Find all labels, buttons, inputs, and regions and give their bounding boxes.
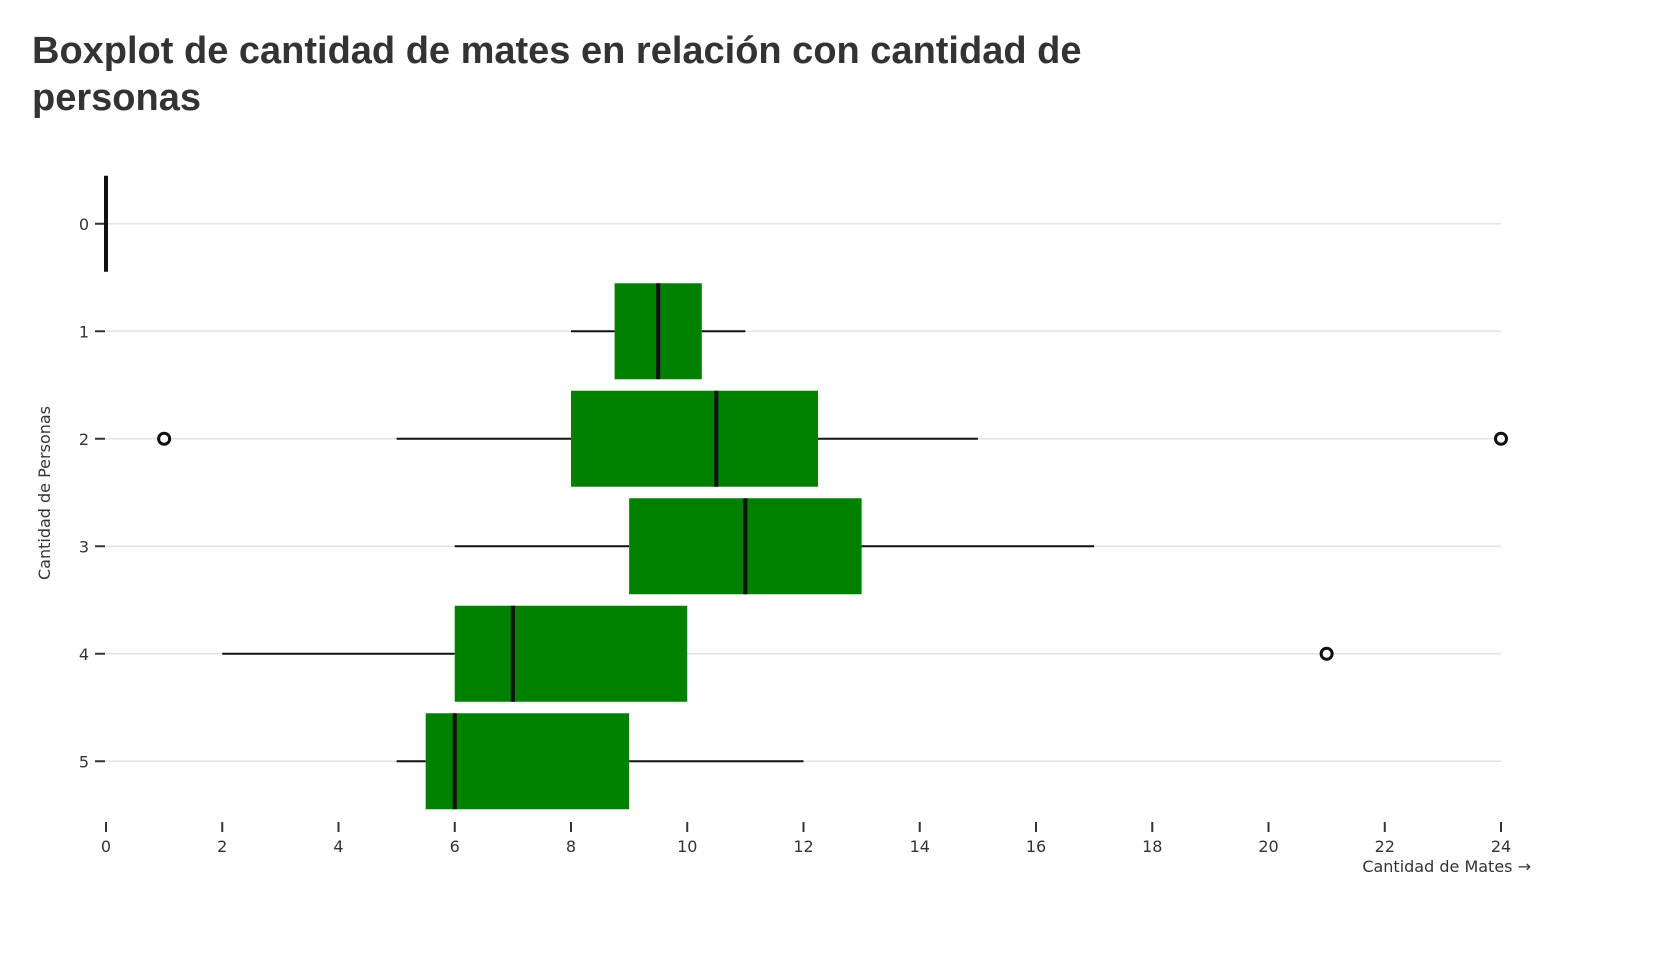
y-tick-label: 2	[79, 430, 89, 449]
x-tick-label: 12	[793, 837, 813, 856]
outlier-point	[1494, 431, 1508, 446]
x-tick-label: 10	[677, 837, 697, 856]
y-tick-label: 3	[79, 537, 89, 556]
x-tick-label: 18	[1142, 837, 1162, 856]
x-tick-label: 20	[1258, 837, 1278, 856]
y-axis: 0 1 2 3 4 5	[79, 215, 105, 771]
x-tick-label: 6	[450, 837, 460, 856]
box-group-5	[396, 713, 804, 810]
box-group-4	[222, 605, 1334, 702]
box	[425, 713, 630, 810]
x-tick-label: 2	[217, 837, 227, 856]
x-axis: 0 2 4 6 8 10 12 14 16 18 20 22 24	[101, 822, 1511, 856]
y-tick-label: 0	[79, 215, 89, 234]
y-tick-label: 5	[79, 752, 89, 771]
chart-title: Boxplot de cantidad de mates en relación…	[32, 30, 1082, 119]
x-tick-label: 4	[333, 837, 343, 856]
x-axis-title: Cantidad de Mates →	[1362, 857, 1531, 876]
box	[454, 605, 688, 702]
outlier-point	[1319, 646, 1334, 661]
y-axis-title: Cantidad de Personas	[35, 406, 54, 580]
x-tick-label: 22	[1375, 837, 1395, 856]
box-group-2	[157, 390, 1508, 487]
box-group-3	[454, 498, 1095, 595]
y-tick-label: 1	[79, 322, 89, 341]
x-tick-label: 24	[1491, 837, 1511, 856]
box-group-1	[571, 283, 746, 380]
outlier-point	[157, 431, 172, 446]
y-tick-label: 4	[79, 645, 89, 664]
x-tick-label: 14	[910, 837, 930, 856]
box-groups	[104, 175, 1508, 810]
x-tick-label: 16	[1026, 837, 1046, 856]
grid-lines	[106, 223, 1501, 762]
x-tick-label: 8	[566, 837, 576, 856]
box	[571, 390, 819, 487]
x-tick-label: 0	[101, 837, 111, 856]
